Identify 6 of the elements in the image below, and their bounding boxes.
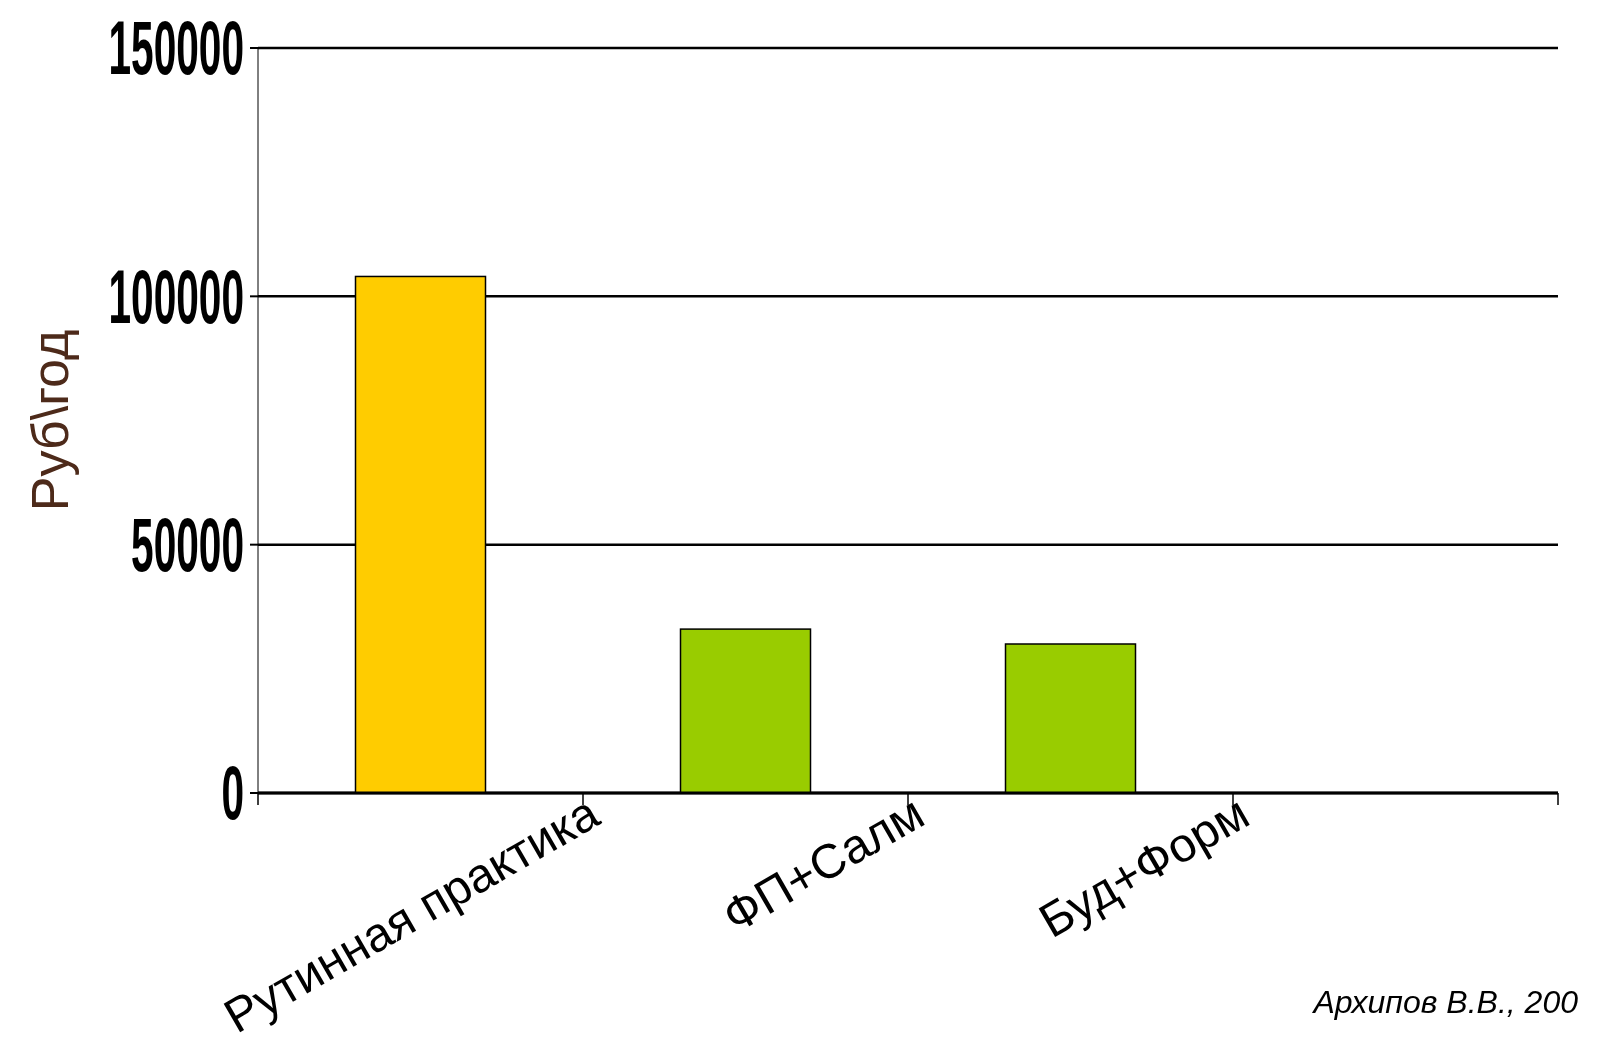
y-tick-label: 50000 [131,502,244,588]
y-axis-title: Руб\год [21,329,79,512]
text: Архипов В.В., 200 [1311,984,1579,1020]
y-tick-label: 100000 [108,254,244,339]
y-tick-label: 0 [221,750,244,836]
y-tick-label: 150000 [108,5,244,91]
